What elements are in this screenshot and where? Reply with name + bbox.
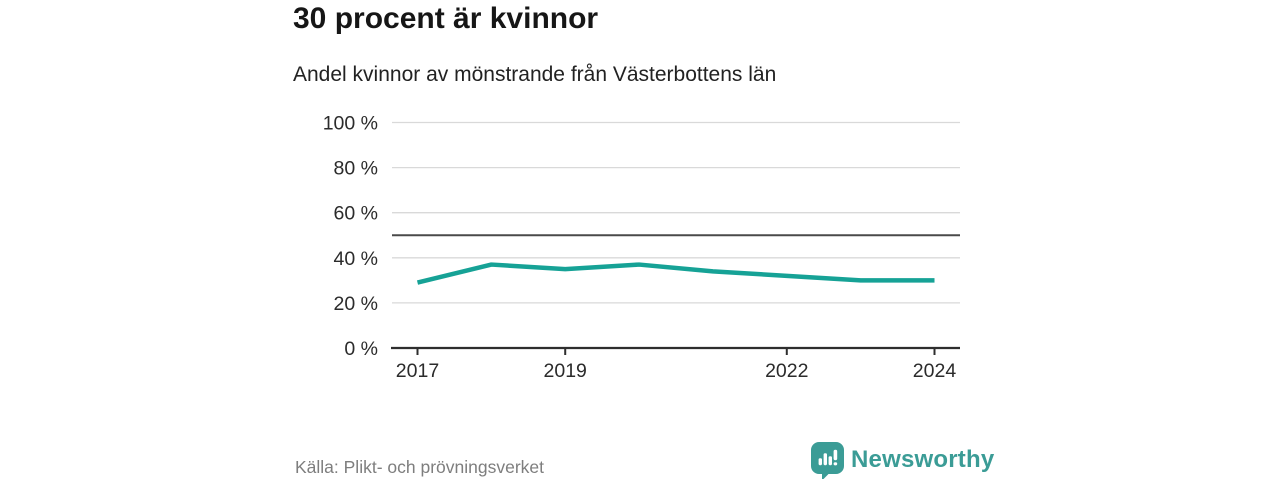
x-axis-tick-label: 2017 [396,360,439,382]
y-axis-tick-label: 100 % [323,113,378,135]
y-axis-tick-label: 40 % [334,248,378,270]
newsworthy-logo: Newsworthy [810,441,994,479]
x-axis-tick-label: 2019 [544,360,587,382]
y-axis-tick-label: 60 % [334,203,378,225]
chart-subtitle: Andel kvinnor av mönstrande från Västerb… [293,63,777,86]
y-axis-tick-label: 80 % [334,158,378,180]
speech-bubble-bar-chart-icon [811,442,844,479]
brand-wordmark: Newsworthy [851,446,995,473]
series-line-andel-kvinnor [416,262,935,285]
y-axis-tick-label: 20 % [334,293,378,315]
x-axis-tick-label: 2022 [765,360,808,382]
x-axis-tick-label: 2024 [913,360,957,382]
page-title: 30 procent är kvinnor [293,2,599,35]
y-axis-tick-label: 0 % [344,338,378,360]
source-note: Källa: Plikt- och prövningsverket [295,457,544,477]
